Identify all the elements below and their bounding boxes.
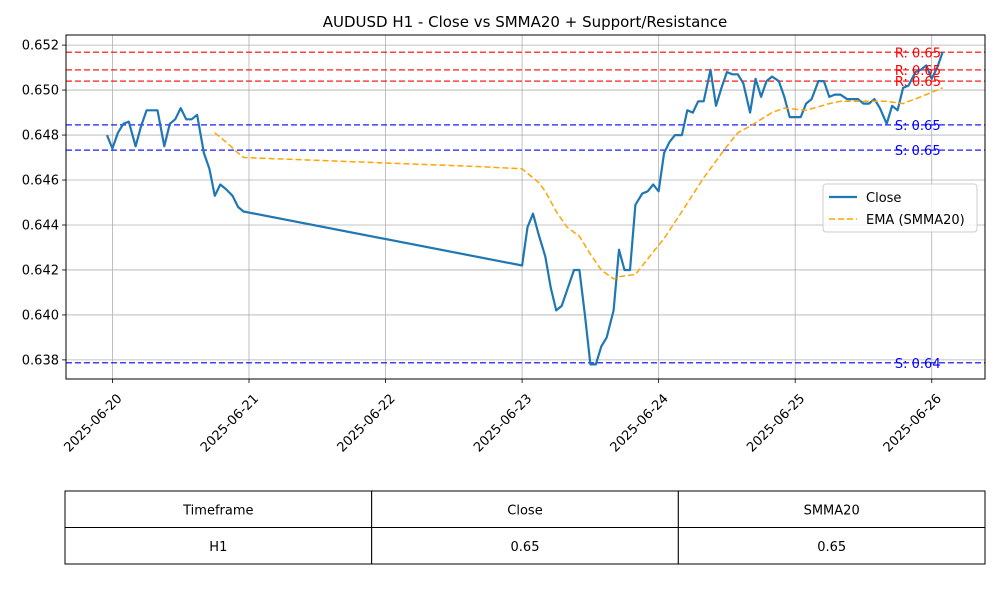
table-header-text: Close	[507, 503, 542, 518]
table-cell-text: 0.65	[511, 540, 540, 555]
resistance-label: R: 0.65	[895, 75, 941, 90]
support-label: S: 0.64	[895, 357, 941, 372]
legend-label: EMA (SMMA20)	[866, 213, 965, 228]
legend: Close EMA (SMMA20)	[822, 183, 978, 233]
legend-box	[822, 183, 978, 233]
support-label: S: 0.65	[895, 119, 941, 134]
smma20-series-line	[214, 87, 943, 280]
chart-title: AUDUSD H1 - Close vs SMMA20 + Support/Re…	[323, 13, 728, 31]
table-header-cell	[64, 490, 373, 528]
summary-table: Timeframe Close SMMA20 H1 0.65 0.65	[64, 490, 986, 565]
y-tick-label: 0.638	[22, 353, 59, 368]
table-header-text: Timeframe	[182, 503, 253, 518]
series-layer	[105, 51, 944, 366]
table-header-text: SMMA20	[804, 503, 860, 518]
table-cell-box	[64, 527, 373, 565]
levels-layer	[66, 51, 985, 364]
resistance-label: R: 0.65	[895, 64, 941, 79]
table-cell-text: H1	[209, 540, 227, 555]
table-header-cell	[371, 490, 679, 528]
resistance-label: R: 0.65	[895, 46, 941, 61]
y-tick-label: 0.652	[22, 39, 59, 54]
table-header-cell	[677, 490, 986, 528]
y-tick-label: 0.644	[22, 218, 59, 233]
table-cell-text: 0.65	[817, 540, 846, 555]
legend-label: Close	[866, 191, 901, 206]
y-tick-label: 0.640	[22, 308, 59, 323]
y-tick-label: 0.642	[22, 263, 59, 278]
close-series-line	[105, 51, 944, 366]
plot-frame	[65, 34, 986, 380]
y-tick-label: 0.648	[22, 129, 59, 144]
y-tick-label: 0.650	[22, 84, 59, 99]
support-label: S: 0.65	[895, 144, 941, 159]
level-label-layer: R: 0.65R: 0.65R: 0.65S: 0.65S: 0.65S: 0.…	[895, 46, 941, 371]
table-cell-box	[677, 527, 986, 565]
y-tick-label: 0.646	[22, 174, 59, 189]
